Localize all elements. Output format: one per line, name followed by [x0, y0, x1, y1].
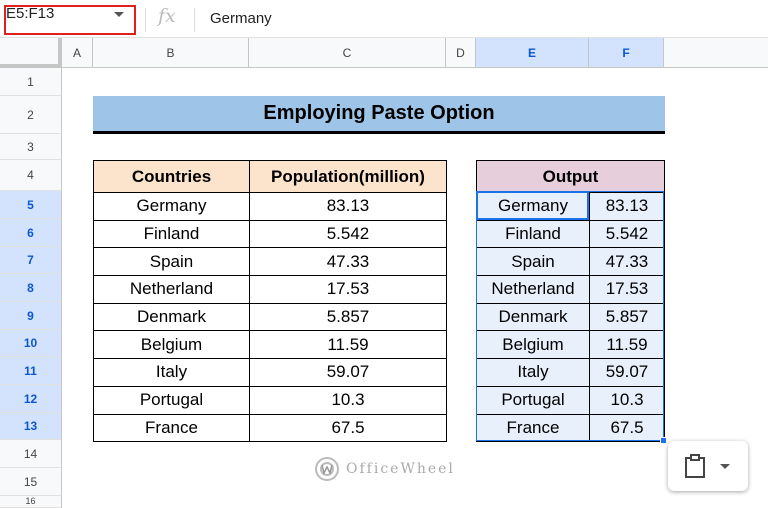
output-country-cell[interactable]: Belgium — [476, 330, 590, 360]
table-row: France 67.5 — [93, 413, 447, 443]
row-header-1[interactable]: 1 — [0, 68, 62, 96]
column-header-d[interactable]: D — [446, 38, 476, 68]
population-cell[interactable]: 5.857 — [249, 302, 447, 332]
output-value-cell[interactable]: 10.3 — [589, 385, 665, 415]
table-row: Germany 83.13 — [476, 192, 665, 221]
output-country-cell[interactable]: Portugal — [476, 385, 590, 415]
country-cell[interactable]: Italy — [93, 358, 250, 387]
row-header-10[interactable]: 10 — [0, 330, 62, 357]
row-header-6[interactable]: 6 — [0, 219, 62, 247]
header-output[interactable]: Output — [476, 160, 665, 193]
table-row: Portugal 10.3 — [476, 385, 665, 415]
fx-icon: fx — [158, 5, 176, 27]
row-header-3[interactable]: 3 — [0, 134, 62, 160]
select-all-corner[interactable] — [0, 38, 62, 68]
row-header-5[interactable]: 5 — [0, 191, 62, 219]
output-value-cell[interactable]: 11.59 — [589, 330, 665, 360]
output-country-cell[interactable]: Finland — [476, 219, 590, 249]
table-row: Italy 59.07 — [93, 358, 447, 387]
population-cell[interactable]: 11.59 — [249, 330, 447, 360]
output-value-cell[interactable]: 5.857 — [589, 302, 665, 332]
column-header-c[interactable]: C — [249, 38, 446, 68]
table-row: Belgium 11.59 — [93, 330, 447, 360]
table-row: Finland 5.542 — [476, 219, 665, 249]
name-box[interactable] — [4, 5, 136, 35]
table-row: Denmark 5.857 — [476, 302, 665, 332]
table-row: Portugal 10.3 — [93, 385, 447, 415]
population-cell[interactable]: 83.13 — [249, 192, 447, 221]
formula-input[interactable]: Germany — [210, 10, 272, 27]
watermark-text: OfficeWheel — [346, 461, 455, 477]
row-header-4[interactable]: 4 — [0, 160, 62, 191]
column-header-f[interactable]: F — [589, 38, 664, 68]
row-header-2[interactable]: 2 — [0, 96, 62, 134]
chevron-down-icon[interactable] — [720, 464, 730, 469]
country-cell[interactable]: Portugal — [93, 385, 250, 415]
country-cell[interactable]: Germany — [93, 192, 250, 221]
country-cell[interactable]: Belgium — [93, 330, 250, 360]
output-country-cell[interactable]: Germany — [476, 192, 590, 221]
row-header-8[interactable]: 8 — [0, 274, 62, 302]
country-cell[interactable]: France — [93, 413, 250, 443]
output-value-cell[interactable]: 59.07 — [589, 358, 665, 387]
header-countries[interactable]: Countries — [93, 160, 250, 193]
table-row: Spain 47.33 — [476, 247, 665, 277]
country-cell[interactable]: Netherland — [93, 275, 250, 304]
table-row: Netherland 17.53 — [93, 275, 447, 304]
row-header-16[interactable]: 16 — [0, 496, 62, 508]
population-cell[interactable]: 47.33 — [249, 247, 447, 277]
watermark: OfficeWheel — [314, 452, 464, 486]
page-title: Employing Paste Option — [263, 102, 495, 124]
table-row: Denmark 5.857 — [93, 302, 447, 332]
column-header-e[interactable]: E — [476, 38, 589, 68]
paste-options-button[interactable] — [668, 441, 748, 491]
output-value-cell[interactable]: 83.13 — [589, 192, 665, 221]
population-cell[interactable]: 67.5 — [249, 413, 447, 443]
population-cell[interactable]: 17.53 — [249, 275, 447, 304]
output-value-cell[interactable]: 5.542 — [589, 219, 665, 249]
table-row: France 67.5 — [476, 413, 665, 443]
header-population[interactable]: Population(million) — [249, 160, 447, 193]
output-table: Output Germany 83.13 Finland 5.542 Spain 47… — [476, 160, 665, 443]
column-header-b[interactable]: B — [93, 38, 249, 68]
clipboard-icon — [685, 454, 705, 478]
country-cell[interactable]: Denmark — [93, 302, 250, 332]
table-row: Spain 47.33 — [93, 247, 447, 277]
table-row: Italy 59.07 — [476, 358, 665, 387]
chevron-down-icon[interactable] — [114, 12, 124, 17]
output-country-cell[interactable]: Netherland — [476, 275, 590, 304]
population-cell[interactable]: 5.542 — [249, 219, 447, 249]
output-country-cell[interactable]: Italy — [476, 358, 590, 387]
table-row: Finland 5.542 — [93, 219, 447, 249]
country-cell[interactable]: Finland — [93, 219, 250, 249]
table-row: Netherland 17.53 — [476, 275, 665, 304]
column-header-empty — [664, 38, 768, 68]
row-header-15[interactable]: 15 — [0, 468, 62, 496]
row-header-14[interactable]: 14 — [0, 440, 62, 468]
population-cell[interactable]: 59.07 — [249, 358, 447, 387]
column-header-a[interactable]: A — [62, 38, 93, 68]
fill-handle[interactable] — [660, 437, 667, 444]
output-country-cell[interactable]: Spain — [476, 247, 590, 277]
divider — [194, 8, 195, 32]
main-table: Countries Population(million) Germany 83.… — [93, 160, 447, 443]
output-value-cell[interactable]: 67.5 — [589, 413, 665, 443]
output-value-cell[interactable]: 47.33 — [589, 247, 665, 277]
row-header-9[interactable]: 9 — [0, 302, 62, 330]
country-cell[interactable]: Spain — [93, 247, 250, 277]
output-country-cell[interactable]: France — [476, 413, 590, 443]
row-header-11[interactable]: 11 — [0, 357, 62, 385]
table-row: Belgium 11.59 — [476, 330, 665, 360]
name-box-value: E5:F13 — [6, 5, 55, 22]
output-country-cell[interactable]: Denmark — [476, 302, 590, 332]
output-value-cell[interactable]: 17.53 — [589, 275, 665, 304]
row-header-7[interactable]: 7 — [0, 247, 62, 274]
row-header-12[interactable]: 12 — [0, 385, 62, 413]
table-row: Germany 83.13 — [93, 192, 447, 221]
row-header-13[interactable]: 13 — [0, 413, 62, 440]
title-cell[interactable] — [93, 96, 665, 134]
divider — [145, 8, 146, 32]
officewheel-logo-icon — [315, 457, 339, 481]
population-cell[interactable]: 10.3 — [249, 385, 447, 415]
